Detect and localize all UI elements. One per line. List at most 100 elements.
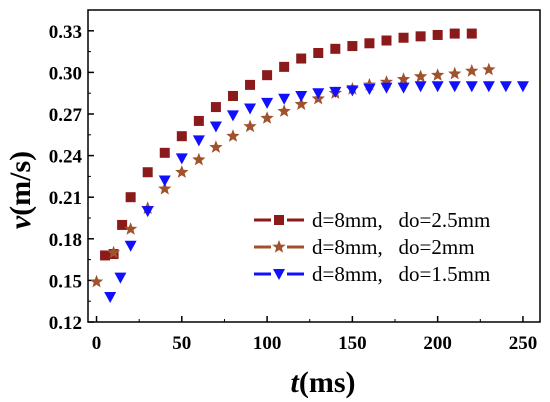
data-point <box>244 103 257 115</box>
data-point <box>226 110 239 122</box>
y-tick-label: 0.15 <box>49 271 82 292</box>
data-point <box>313 47 324 58</box>
data-point <box>100 250 111 261</box>
legend-item: d=8mm, do=1.5mm <box>254 262 490 286</box>
data-point <box>482 81 495 93</box>
x-tick-label: 150 <box>338 333 367 354</box>
legend-label: d=8mm, do=1.5mm <box>312 262 490 286</box>
data-point <box>89 274 104 288</box>
data-point <box>414 81 427 93</box>
y-tick-label: 0.21 <box>49 188 82 209</box>
data-point <box>448 66 462 80</box>
data-point <box>346 85 359 97</box>
data-point <box>117 219 128 230</box>
legend-marker <box>273 269 285 280</box>
legend-item: d=8mm, do=2.5mm <box>254 208 490 232</box>
legend: d=8mm, do=2.5mm d=8mm, do=2mm d=8mm, do=1.… <box>254 208 490 286</box>
y-axis-label: v(m/s) <box>4 151 37 229</box>
plot-border <box>87 9 541 323</box>
legend-marker <box>272 240 286 253</box>
y-tick-label: 0.33 <box>49 22 82 43</box>
data-point <box>104 292 117 304</box>
data-point <box>158 175 171 187</box>
x-tick-label: 250 <box>509 333 538 354</box>
legend-item: d=8mm, do=2mm <box>254 235 475 259</box>
data-point <box>279 61 290 72</box>
y-tick-label: 0.27 <box>49 105 83 126</box>
y-axis-var: v <box>4 215 37 229</box>
data-point <box>142 167 153 178</box>
data-point <box>158 181 172 195</box>
data-point <box>379 75 394 88</box>
data-point <box>175 165 189 178</box>
y-axis-unit: (m/s) <box>4 151 37 216</box>
y-tick-label: 0.24 <box>49 147 83 168</box>
x-axis-unit: (ms) <box>299 366 356 399</box>
data-point <box>277 104 291 117</box>
data-point <box>380 82 393 94</box>
data-point <box>192 152 206 166</box>
data-point <box>466 28 477 39</box>
data-point <box>431 81 444 93</box>
data-point <box>329 86 342 98</box>
data-point <box>415 31 426 42</box>
legend-marker <box>274 215 284 225</box>
data-point <box>124 240 137 252</box>
data-point <box>262 70 273 81</box>
data-point <box>209 121 222 133</box>
x-tick-label: 0 <box>92 333 102 354</box>
data-point <box>159 147 170 158</box>
y-axis-ticks: 0.12 0.15 0.18 0.21 0.24 0.27 0.30 0.33 <box>49 22 94 334</box>
series-3 <box>104 81 529 304</box>
legend-label: d=8mm, do=2.5mm <box>312 208 490 232</box>
x-tick-label: 100 <box>253 333 282 354</box>
data-point <box>192 135 205 147</box>
data-point <box>243 119 257 133</box>
x-axis-var: t <box>291 366 301 399</box>
data-point <box>175 153 188 165</box>
legend-label: d=8mm, do=2mm <box>312 235 475 259</box>
data-point <box>413 69 428 83</box>
x-tick-label: 200 <box>423 333 452 354</box>
plot-frame <box>87 9 541 323</box>
y-tick-label: 0.18 <box>49 230 82 251</box>
data-point <box>226 129 240 142</box>
data-point <box>381 35 392 46</box>
data-point <box>114 272 127 284</box>
data-point <box>125 192 136 203</box>
data-point <box>465 64 479 77</box>
x-axis-label: t(ms) <box>291 366 356 399</box>
data-point <box>193 115 204 126</box>
data-point <box>141 206 154 218</box>
data-point <box>398 32 409 43</box>
data-point <box>227 90 238 101</box>
data-point <box>363 84 376 96</box>
data-point <box>260 111 274 124</box>
data-point <box>364 38 375 49</box>
data-point <box>295 90 308 102</box>
y-tick-label: 0.30 <box>49 63 82 84</box>
data-point <box>448 81 461 93</box>
data-point <box>330 43 341 54</box>
data-point <box>431 68 445 81</box>
data-point <box>449 28 460 39</box>
data-point <box>124 222 138 235</box>
x-tick-label: 50 <box>172 333 191 354</box>
data-point <box>278 93 291 105</box>
data-point <box>106 245 121 259</box>
x-axis-ticks: 0 50 100 150 200 250 <box>92 316 537 354</box>
data-point <box>347 41 358 52</box>
data-point <box>245 79 256 90</box>
data-point <box>465 81 478 93</box>
data-point <box>296 53 307 64</box>
data-point <box>209 140 223 153</box>
data-point <box>294 97 308 110</box>
data-point <box>312 88 325 100</box>
y-tick-label: 0.12 <box>49 313 82 334</box>
data-point <box>499 81 512 93</box>
data-point <box>432 29 443 40</box>
data-point <box>396 72 411 85</box>
data-point <box>516 81 529 93</box>
data-point <box>210 102 221 113</box>
data-point <box>261 97 274 109</box>
